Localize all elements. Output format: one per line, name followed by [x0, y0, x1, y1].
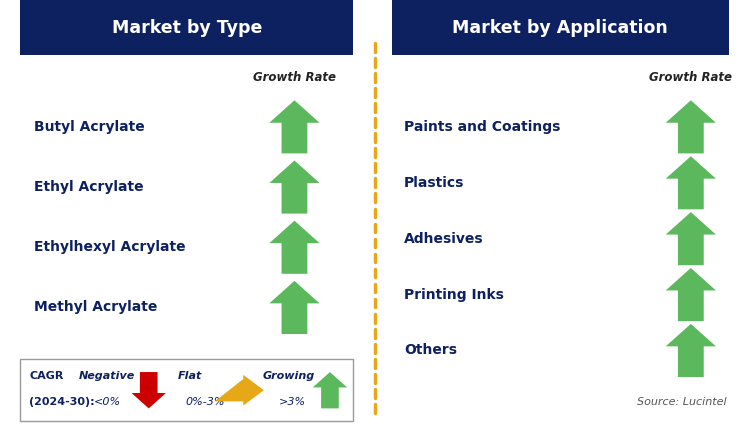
- Text: Plastics: Plastics: [404, 176, 464, 190]
- Polygon shape: [270, 221, 319, 274]
- Text: Growth Rate: Growth Rate: [649, 71, 732, 84]
- Text: Paints and Coatings: Paints and Coatings: [404, 120, 560, 134]
- Text: Ethyl Acrylate: Ethyl Acrylate: [34, 180, 143, 194]
- Text: Adhesives: Adhesives: [404, 232, 483, 246]
- Text: Others: Others: [404, 344, 457, 357]
- Text: Source: Lucintel: Source: Lucintel: [637, 397, 727, 407]
- Text: Flat: Flat: [178, 371, 202, 381]
- Text: 0%-3%: 0%-3%: [186, 397, 225, 407]
- Text: Market by Application: Market by Application: [452, 18, 668, 37]
- Polygon shape: [666, 212, 716, 265]
- Text: Market by Type: Market by Type: [112, 18, 262, 37]
- Text: Methyl Acrylate: Methyl Acrylate: [34, 301, 157, 314]
- Text: Ethylhexyl Acrylate: Ethylhexyl Acrylate: [34, 240, 186, 254]
- Text: Negative: Negative: [79, 371, 135, 381]
- Polygon shape: [666, 100, 716, 154]
- Text: Printing Inks: Printing Inks: [404, 288, 504, 301]
- Polygon shape: [270, 160, 319, 214]
- Polygon shape: [313, 372, 347, 408]
- Bar: [20, 0, 353, 55]
- Polygon shape: [270, 281, 319, 334]
- Polygon shape: [131, 372, 166, 408]
- Text: Growth Rate: Growth Rate: [253, 71, 336, 84]
- Text: CAGR: CAGR: [29, 371, 64, 381]
- Text: Butyl Acrylate: Butyl Acrylate: [34, 120, 145, 134]
- Polygon shape: [666, 324, 716, 377]
- Text: Growing: Growing: [262, 371, 315, 381]
- Bar: [392, 0, 729, 55]
- Polygon shape: [666, 156, 716, 209]
- Polygon shape: [270, 100, 319, 154]
- Polygon shape: [214, 375, 264, 405]
- Text: >3%: >3%: [279, 397, 306, 407]
- Text: <0%: <0%: [94, 397, 121, 407]
- Text: (2024-30):: (2024-30):: [29, 397, 95, 407]
- FancyBboxPatch shape: [20, 359, 353, 421]
- Polygon shape: [666, 268, 716, 321]
